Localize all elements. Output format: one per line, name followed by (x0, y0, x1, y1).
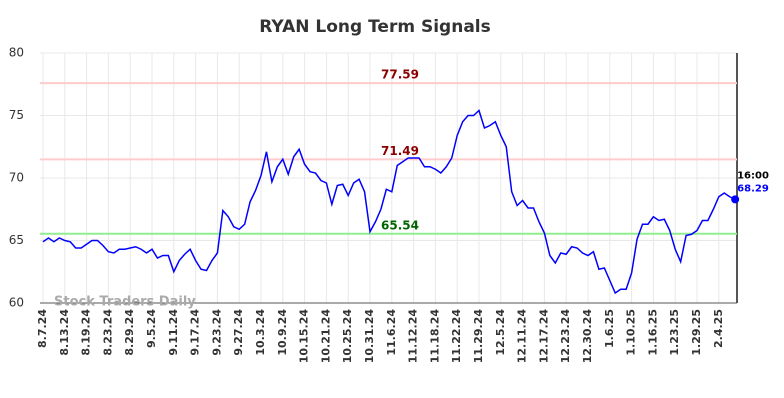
x-tick-label: 10.3.24 (254, 309, 267, 356)
chart-title: RYAN Long Term Signals (259, 17, 491, 37)
x-tick-label: 1.10.25 (625, 309, 638, 356)
last-time-label: 16:00 (737, 170, 769, 181)
x-tick-label: 11.18.24 (428, 309, 441, 364)
x-tick-label: 10.15.24 (298, 309, 311, 364)
x-tick-label: 10.9.24 (276, 309, 289, 356)
x-tick-label: 9.17.24 (189, 309, 202, 356)
x-tick-label: 12.30.24 (581, 309, 594, 364)
last-point (731, 195, 740, 204)
x-tick-label: 1.6.25 (603, 309, 616, 348)
x-tick-label: 12.23.24 (559, 309, 572, 364)
x-tick-label: 11.6.24 (385, 309, 398, 356)
x-tick-label: 8.7.24 (36, 309, 49, 348)
x-tick-label: 11.22.24 (450, 309, 463, 364)
x-tick-label: 8.29.24 (123, 309, 136, 356)
y-tick-label: 65 (9, 233, 24, 247)
x-tick-label: 9.11.24 (167, 309, 180, 356)
x-tick-label: 8.13.24 (58, 309, 71, 356)
x-tick-label: 11.12.24 (407, 309, 420, 364)
signal-label: 71.49 (381, 144, 419, 158)
y-tick-label: 60 (9, 296, 24, 310)
x-tick-label: 12.5.24 (494, 309, 507, 356)
x-tick-label: 2.4.25 (712, 309, 725, 348)
x-tick-label: 9.27.24 (232, 309, 245, 356)
last-value-label: 68.29 (737, 183, 769, 194)
x-tick-label: 9.23.24 (210, 309, 223, 356)
x-tick-label: 1.23.25 (668, 309, 681, 356)
x-tick-label: 8.19.24 (80, 309, 93, 356)
price-line (42, 109, 736, 295)
x-tick-label: 8.23.24 (101, 309, 114, 356)
x-tick-label: 10.31.24 (363, 309, 376, 364)
signal-label: 77.59 (381, 68, 419, 82)
y-tick-label: 70 (9, 171, 24, 185)
x-tick-label: 10.25.24 (341, 309, 354, 364)
x-tick-label: 12.17.24 (537, 309, 550, 364)
x-tick-label: 1.16.25 (646, 309, 659, 356)
x-tick-label: 1.29.25 (690, 309, 703, 356)
x-tick-label: 12.11.24 (516, 309, 529, 364)
y-tick-label: 75 (9, 108, 24, 122)
x-tick-label: 11.29.24 (472, 309, 485, 364)
signal-label: 65.54 (381, 218, 419, 232)
x-tick-label: 9.5.24 (145, 309, 158, 348)
watermark: Stock Traders Daily (54, 295, 196, 310)
y-tick-label: 80 (9, 46, 24, 60)
x-tick-label: 10.21.24 (319, 309, 332, 364)
